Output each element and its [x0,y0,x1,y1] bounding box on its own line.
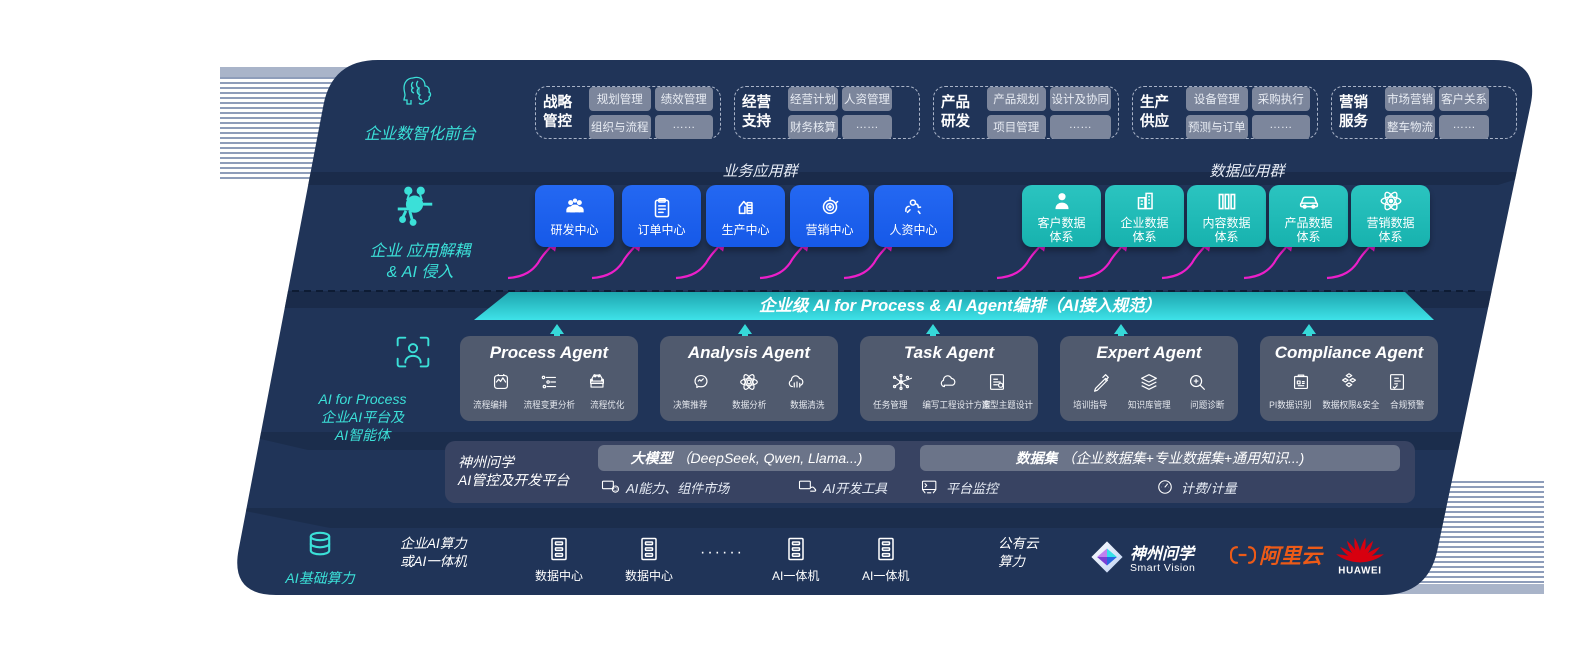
svg-text:HUAWEI: HUAWEI [1338,566,1381,577]
